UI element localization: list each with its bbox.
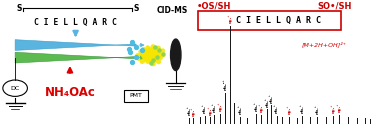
Bar xyxy=(261,115,262,124)
Bar xyxy=(333,116,335,124)
Bar xyxy=(365,118,366,124)
Bar xyxy=(310,117,311,124)
Bar xyxy=(256,114,257,124)
Text: nb₂⁺: nb₂⁺ xyxy=(188,105,192,115)
Text: oy₂⁺: oy₂⁺ xyxy=(191,106,196,116)
Text: C I E L L Q A R C: C I E L L Q A R C xyxy=(236,16,321,25)
Text: oy₆⁺: oy₆⁺ xyxy=(288,105,292,114)
Ellipse shape xyxy=(142,49,159,61)
Bar xyxy=(326,117,327,124)
Bar xyxy=(240,117,241,124)
Text: oy₇⁺: oy₇⁺ xyxy=(337,103,342,112)
Bar xyxy=(234,103,235,124)
Text: nb₆⁺: nb₆⁺ xyxy=(265,97,269,107)
Bar xyxy=(297,118,298,124)
Text: S: S xyxy=(133,4,139,13)
Bar xyxy=(229,26,231,124)
Text: nb₆⁺: nb₆⁺ xyxy=(270,93,274,103)
Bar xyxy=(193,118,194,124)
Text: •OS/SH: •OS/SH xyxy=(197,1,231,10)
Bar xyxy=(266,109,268,124)
Bar xyxy=(271,105,272,124)
Bar xyxy=(317,117,318,124)
Bar xyxy=(348,117,349,124)
Text: nb₇⁺: nb₇⁺ xyxy=(301,103,305,113)
Bar xyxy=(189,118,190,124)
Ellipse shape xyxy=(170,39,181,71)
Polygon shape xyxy=(15,52,136,63)
Bar xyxy=(370,119,371,124)
Bar xyxy=(200,117,201,124)
Text: nb₇⁺: nb₇⁺ xyxy=(315,104,319,114)
Text: S: S xyxy=(16,4,22,13)
Bar xyxy=(302,116,303,124)
Bar xyxy=(357,118,358,124)
Bar xyxy=(214,115,215,124)
Text: nb₄⁺: nb₄⁺ xyxy=(213,102,217,112)
Bar xyxy=(210,117,211,124)
Bar xyxy=(225,93,226,124)
Text: oy₅⁺: oy₅⁺ xyxy=(259,103,264,112)
Bar xyxy=(220,114,221,124)
Bar xyxy=(339,115,340,124)
Text: nb₅²⁺: nb₅²⁺ xyxy=(224,79,228,90)
Text: oy₄⁺: oy₄⁺ xyxy=(228,14,232,23)
Text: nb₅⁺: nb₅⁺ xyxy=(239,104,242,114)
Text: SO•/SH: SO•/SH xyxy=(317,1,351,10)
Polygon shape xyxy=(15,40,136,50)
Text: nb₆⁺: nb₆⁺ xyxy=(255,101,259,111)
Text: CID-MS: CID-MS xyxy=(156,6,187,15)
Text: oy₃⁺: oy₃⁺ xyxy=(208,105,212,115)
Text: [M+2H+OH]²⁺: [M+2H+OH]²⁺ xyxy=(302,41,347,47)
Text: nb₇⁺: nb₇⁺ xyxy=(275,103,279,113)
Text: DC: DC xyxy=(11,86,20,91)
Text: C I E L L Q A R C: C I E L L Q A R C xyxy=(34,18,117,27)
Bar xyxy=(282,117,283,124)
Text: oy₆⁺: oy₆⁺ xyxy=(332,104,336,113)
Text: PMT: PMT xyxy=(130,93,143,98)
Bar xyxy=(247,118,248,124)
Text: oy₃⁺: oy₃⁺ xyxy=(218,102,223,111)
Text: NH₄OAc: NH₄OAc xyxy=(45,86,95,99)
Text: nb₃⁺: nb₃⁺ xyxy=(203,103,207,113)
FancyBboxPatch shape xyxy=(124,90,148,102)
Bar xyxy=(204,116,206,124)
